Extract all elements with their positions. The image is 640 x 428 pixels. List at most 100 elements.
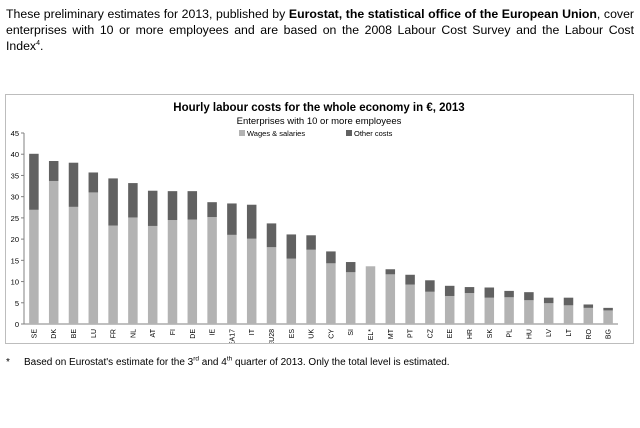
bar-AT-wages	[147, 225, 158, 324]
x-tick-label: AT	[150, 328, 157, 337]
bar-BG-other	[603, 307, 613, 311]
bar-SK-wages	[484, 297, 495, 324]
x-tick-label: HU	[526, 329, 533, 339]
x-tick-label: PL	[507, 329, 514, 338]
footnote-text-2: and 4	[199, 357, 227, 368]
bar-FI-wages	[167, 220, 178, 324]
bar-MT-other	[385, 269, 396, 275]
bar-UK-wages	[306, 249, 316, 324]
y-tick-label: 45	[11, 129, 19, 138]
y-tick-label: 30	[11, 193, 19, 202]
intro-text-end: .	[40, 39, 44, 53]
bar-CZ-other	[425, 280, 435, 292]
bar-EE-wages	[444, 295, 455, 324]
footnote-sup-1: rd	[193, 355, 200, 363]
y-tick-label: 15	[11, 256, 19, 265]
footnote-sup-2: th	[226, 355, 233, 363]
x-tick-label: BG	[606, 329, 613, 339]
x-tick-label: EE	[447, 329, 454, 339]
bar-BE-wages	[68, 206, 79, 324]
y-tick-label: 25	[11, 214, 19, 223]
bar-HU-wages	[524, 300, 534, 324]
bar-NL-wages	[128, 217, 138, 324]
bar-ES-other	[286, 234, 297, 259]
x-tick-label: ES	[289, 329, 296, 339]
y-tick-label: 40	[11, 150, 19, 159]
bar-SE-wages	[29, 209, 39, 324]
x-tick-label: IE	[210, 329, 217, 336]
x-tick-label: IT	[249, 328, 256, 335]
bar-LU-wages	[88, 192, 99, 324]
bar-IE-wages	[207, 217, 217, 324]
legend-swatch-0	[239, 130, 245, 136]
x-tick-label: EA17	[229, 329, 236, 343]
legend-label-0: Wages & salaries	[247, 129, 305, 138]
legend-label-1: Other costs	[354, 129, 393, 138]
bar-ES-wages	[286, 258, 297, 324]
bar-DK-other	[48, 161, 59, 181]
bar-EU28-other	[266, 223, 277, 248]
bar-IT-wages	[246, 238, 257, 324]
y-tick-label: 0	[15, 320, 19, 329]
bar-DK-wages	[48, 180, 59, 324]
bar-LV-wages	[543, 303, 554, 324]
bar-NL-other	[128, 183, 138, 218]
y-tick-label: 35	[11, 171, 19, 180]
y-tick-label: 10	[11, 278, 19, 287]
legend-swatch-1	[346, 130, 352, 136]
x-tick-label: CY	[328, 329, 335, 339]
bar-HU-other	[524, 292, 534, 301]
footnote-text-3: quarter of 2013. Only the total level is…	[232, 357, 450, 368]
x-tick-label: MT	[388, 328, 395, 339]
bar-SI-other	[345, 262, 356, 273]
bar-PT-wages	[405, 284, 415, 324]
bar-HR-other	[464, 287, 475, 294]
bar-UK-other	[306, 235, 316, 250]
bar-EU28-wages	[266, 247, 277, 324]
x-tick-label: RO	[586, 328, 593, 339]
bar-FR-other	[108, 178, 118, 226]
x-tick-label: SE	[31, 329, 38, 339]
bar-BG-wages	[603, 310, 613, 324]
bar-RO-other	[583, 304, 594, 308]
x-tick-label: UK	[309, 329, 316, 339]
bar-HR-wages	[464, 293, 475, 324]
chart-container: Hourly labour costs for the whole econom…	[5, 94, 634, 344]
bar-EA17-other	[227, 203, 237, 235]
x-tick-label: SI	[348, 329, 355, 336]
bar-RO-wages	[583, 307, 594, 324]
bar-IT-other	[246, 204, 257, 239]
x-tick-label: EU28	[269, 329, 276, 343]
x-tick-label: LV	[546, 329, 553, 337]
x-tick-label: FR	[111, 329, 118, 338]
bar-DE-other	[187, 191, 198, 220]
bar-FR-wages	[108, 225, 118, 324]
bar-EL-wages	[365, 266, 376, 324]
bar-FI-other	[167, 191, 178, 221]
x-tick-label: LU	[91, 329, 98, 338]
bar-EE-other	[444, 285, 455, 296]
bar-PT-other	[405, 274, 415, 285]
bar-IE-other	[207, 202, 217, 218]
footnote-text-1: Based on Eurostat's estimate for the 3	[24, 357, 194, 368]
bar-LV-other	[543, 297, 554, 304]
intro-bold-text: Eurostat, the statistical office of the …	[288, 7, 597, 21]
bar-SE-other	[29, 153, 39, 210]
bar-LU-other	[88, 172, 99, 193]
x-tick-label: DE	[190, 329, 197, 339]
x-tick-label: DK	[51, 329, 58, 339]
intro-footnote-ref: 4	[36, 39, 40, 47]
x-tick-label: HR	[467, 329, 474, 339]
bar-BE-other	[68, 162, 79, 207]
intro-paragraph: These preliminary estimates for 2013, pu…	[6, 6, 634, 54]
x-tick-label: PT	[408, 328, 415, 338]
bar-MT-wages	[385, 274, 396, 324]
bar-CY-other	[326, 251, 336, 264]
footnote-marker: *	[6, 357, 10, 368]
x-tick-label: CZ	[427, 328, 434, 338]
bar-CZ-wages	[425, 291, 435, 324]
bar-DE-wages	[187, 219, 198, 324]
bar-SK-other	[484, 287, 495, 298]
x-tick-label: SK	[487, 329, 494, 339]
bar-PL-other	[504, 290, 514, 298]
